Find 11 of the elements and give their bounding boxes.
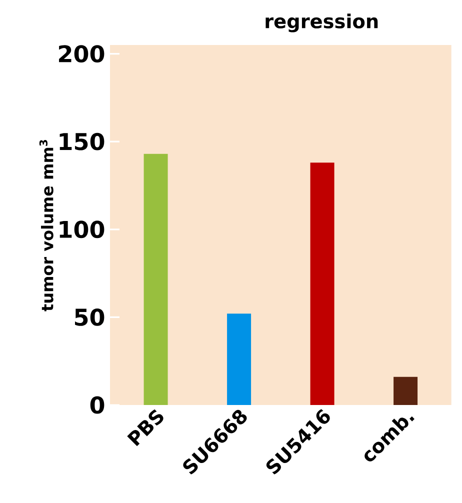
bar (394, 376, 418, 405)
y-tick-label: 150 (60, 132, 104, 150)
bar (310, 162, 334, 405)
y-axis-title: tumor volume mm$^{3}$ (39, 140, 54, 312)
y-tick-label: 200 (59, 45, 104, 63)
bar (144, 154, 168, 405)
y-tick-label: 50 (75, 308, 104, 326)
bar (227, 314, 252, 405)
chart-title: regression (266, 14, 378, 32)
y-tick-label: 0 (90, 396, 104, 414)
y-tick-label: 100 (60, 220, 104, 238)
